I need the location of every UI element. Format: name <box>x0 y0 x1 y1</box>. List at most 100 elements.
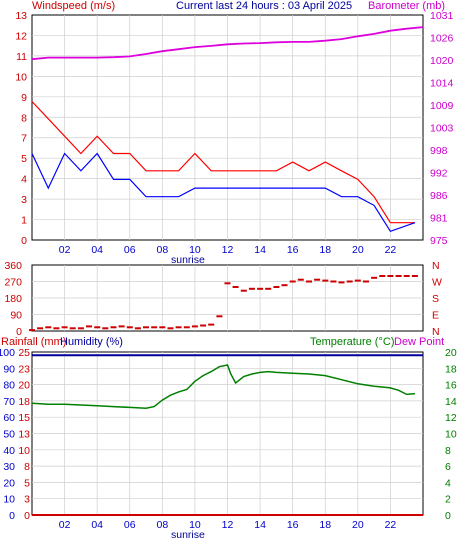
wind-grid <box>32 15 423 240</box>
baro-right-tick: 1003 <box>430 123 454 135</box>
humidity-tick: 10 <box>3 494 15 506</box>
direction-point <box>240 289 247 292</box>
humidity-tick: 0 <box>9 510 15 522</box>
wind-avg-line <box>31 152 416 233</box>
rainfall-tick: 13 <box>18 429 30 441</box>
direction-left-tick: 270 <box>4 277 22 289</box>
direction-point <box>232 286 239 288</box>
temperature-tick: 16 <box>445 380 457 392</box>
wind-avg-series <box>31 152 416 233</box>
humidity-tick: 20 <box>3 477 15 489</box>
windspeed-axis-title: Windspeed (m/s) <box>32 0 115 12</box>
wind-left-tick: 5 <box>21 153 27 165</box>
rainfall-tick: 25 <box>18 347 30 359</box>
temp-x-tick: 04 <box>91 519 103 531</box>
baro-right-tick: 992 <box>430 168 448 180</box>
wind-left-tick: 8 <box>21 112 27 124</box>
wind-left-tick: 12 <box>15 30 27 42</box>
temperature-tick: 2 <box>445 494 451 506</box>
direction-right-tick: N <box>432 326 440 338</box>
wind-x-axis: 02 04 06 08 10 12 14 16 18 20 22 <box>59 244 397 256</box>
baro-right-tick: 1009 <box>430 100 454 112</box>
direction-point <box>224 282 231 285</box>
wind-x-tick: 06 <box>124 244 136 256</box>
direction-left-tick: 0 <box>16 326 22 338</box>
wind-x-tick: 10 <box>189 244 201 256</box>
direction-point <box>53 327 60 330</box>
direction-point <box>306 280 312 283</box>
chart-title: Current last 24 hours : 03 April 2025 <box>176 0 352 12</box>
direction-point <box>126 326 133 329</box>
direction-right-tick: E <box>432 310 439 322</box>
direction-point <box>297 278 304 281</box>
direction-point <box>387 275 394 277</box>
temperature-tick: 6 <box>445 461 451 473</box>
baro-right-tick: 986 <box>430 190 448 202</box>
direction-point <box>273 286 280 288</box>
temperature-tick: 14 <box>445 396 457 408</box>
temp-x-tick: 10 <box>189 519 201 531</box>
temperature-tick: 18 <box>445 363 457 375</box>
direction-right-tick: W <box>432 277 442 289</box>
humidity-tick: 100 <box>0 347 15 359</box>
rainfall-tick: 5 <box>24 477 30 489</box>
temp-x-tick: 12 <box>222 519 234 531</box>
temperature-tick: 10 <box>445 429 457 441</box>
direction-point <box>159 326 166 329</box>
humidity-tick: 40 <box>3 445 15 457</box>
direction-point <box>363 280 369 283</box>
direction-point <box>265 287 272 290</box>
baro-right-tick: 1020 <box>430 55 454 67</box>
direction-point <box>257 287 264 290</box>
direction-point <box>69 327 76 330</box>
temperature-tick: 4 <box>445 477 451 489</box>
direction-right-tick: N <box>432 260 440 272</box>
direction-point <box>94 326 101 329</box>
direction-series <box>29 275 418 332</box>
wind-gust-line <box>31 101 415 224</box>
direction-point <box>379 275 386 277</box>
temperature-line <box>31 364 415 409</box>
humidity-tick: 80 <box>3 380 15 392</box>
baro-right-tick: 975 <box>430 235 448 247</box>
temperature-tick: 12 <box>445 412 457 424</box>
direction-point <box>371 276 378 279</box>
temperature-tick: 0 <box>445 510 451 522</box>
wind-sunrise-label: sunrise <box>171 254 205 266</box>
direction-point <box>403 275 410 277</box>
wind-x-tick: 18 <box>319 244 331 256</box>
temp-x-tick: 16 <box>287 519 299 531</box>
baro-right-tick: 1026 <box>430 33 454 45</box>
direction-point <box>86 325 92 328</box>
humidity-axis-title: Humidity (%) <box>60 336 123 348</box>
direction-point <box>175 326 182 329</box>
rainfall-tick: 3 <box>24 494 30 506</box>
wind-x-tick: 16 <box>287 244 299 256</box>
temp-sunrise-label: sunrise <box>171 529 205 541</box>
temperature-tick: 8 <box>445 445 451 457</box>
direction-point <box>200 324 207 327</box>
wind-left-tick: 9 <box>21 92 27 104</box>
direction-point <box>134 327 141 330</box>
rainfall-tick: 23 <box>18 363 30 375</box>
rainfall-tick: 8 <box>24 461 30 473</box>
temp-x-axis: 02 04 06 08 10 12 14 16 18 20 22 <box>59 519 397 531</box>
direction-point <box>346 280 353 283</box>
direction-point <box>45 326 52 329</box>
temperature-series <box>31 364 415 409</box>
direction-point <box>314 278 321 281</box>
direction-point <box>354 279 361 282</box>
humidity-tick: 50 <box>3 429 15 441</box>
wind-x-tick: 04 <box>91 244 103 256</box>
direction-point <box>118 325 125 328</box>
baro-right-tick: 1014 <box>430 78 454 90</box>
direction-point <box>143 326 149 329</box>
wind-gust-series <box>31 101 415 224</box>
direction-right-tick: S <box>432 293 439 305</box>
dewpoint-axis-title: Dew Point <box>394 336 444 348</box>
